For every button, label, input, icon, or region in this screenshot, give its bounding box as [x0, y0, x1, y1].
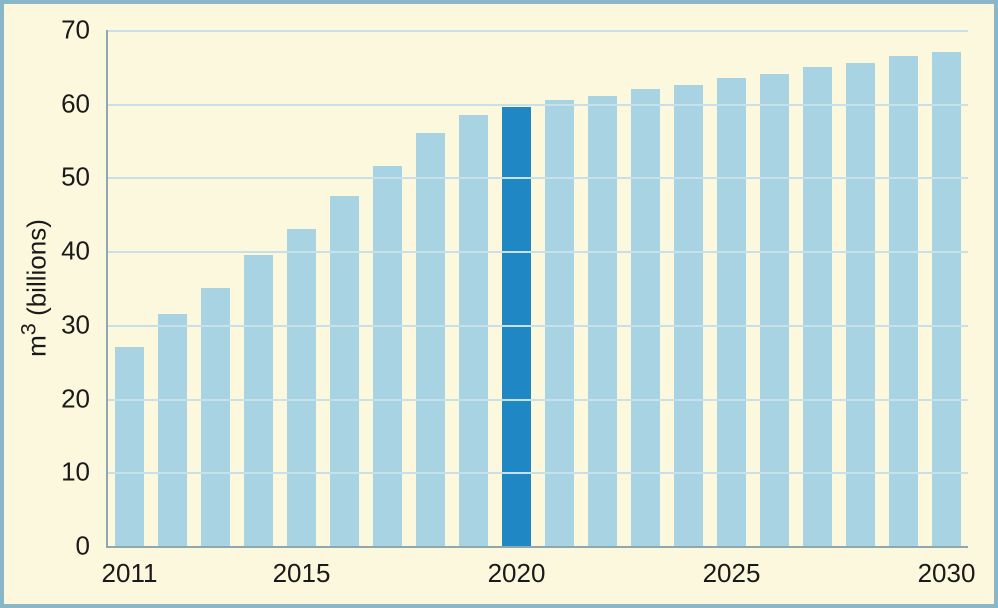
- x-tick-label: 2015: [273, 558, 331, 589]
- bar: [416, 133, 445, 546]
- bar: [588, 96, 617, 546]
- x-tick-label: 2011: [102, 558, 158, 589]
- y-tick-label: 30: [0, 309, 90, 340]
- gridline: [108, 325, 968, 327]
- bar: [717, 78, 746, 546]
- bar: [760, 74, 789, 546]
- gridline: [108, 399, 968, 401]
- bar: [545, 100, 574, 546]
- gridline: [108, 472, 968, 474]
- chart-panel: m3 (billions) 01020304050607020112015202…: [0, 0, 998, 608]
- x-axis-line: [108, 546, 968, 548]
- x-tick-label: 2030: [918, 558, 976, 589]
- bar: [158, 314, 187, 546]
- gridline: [108, 30, 968, 32]
- x-tick-label: 2020: [488, 558, 546, 589]
- y-tick-label: 20: [0, 383, 90, 414]
- plot-area: [108, 30, 968, 546]
- y-tick-label: 70: [0, 15, 90, 46]
- y-tick-label: 10: [0, 457, 90, 488]
- bar: [330, 196, 359, 546]
- y-tick-label: 60: [0, 88, 90, 119]
- y-axis-line: [106, 30, 108, 548]
- y-tick-label: 0: [0, 531, 90, 562]
- bar: [115, 347, 144, 546]
- bar: [373, 166, 402, 546]
- y-tick-label: 50: [0, 162, 90, 193]
- y-tick-label: 40: [0, 236, 90, 267]
- gridline: [108, 104, 968, 106]
- gridline: [108, 177, 968, 179]
- bar: [459, 115, 488, 546]
- bar: [631, 89, 660, 546]
- gridline: [108, 251, 968, 253]
- x-tick-label: 2025: [703, 558, 761, 589]
- bar: [674, 85, 703, 546]
- bar: [287, 229, 316, 546]
- bars-container: [108, 30, 968, 546]
